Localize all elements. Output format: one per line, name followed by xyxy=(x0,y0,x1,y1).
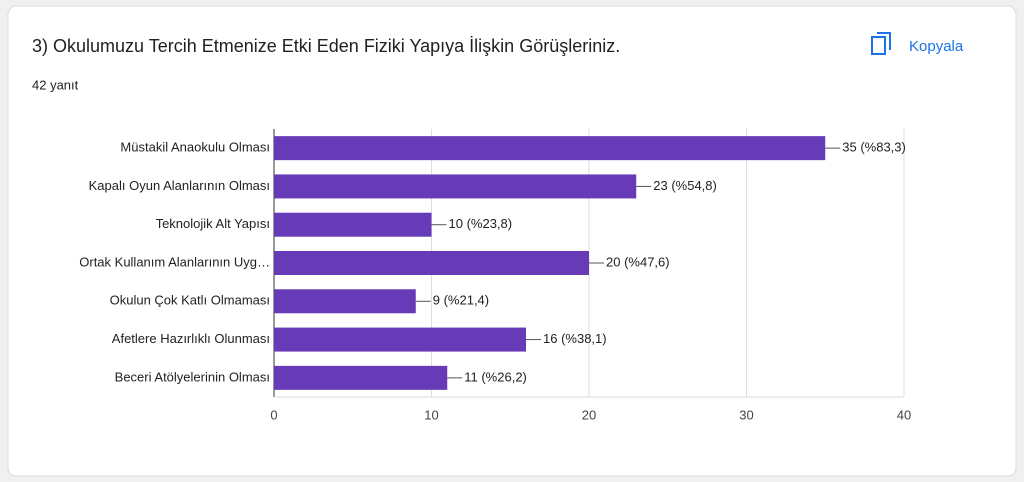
y-tick-label: Teknolojik Alt Yapısı xyxy=(156,216,270,231)
x-tick-label: 10 xyxy=(424,407,438,422)
y-tick-label: Okulun Çok Katlı Olmaması xyxy=(110,293,270,308)
bar xyxy=(274,327,526,352)
y-tick-label: Müstakil Anaokulu Olması xyxy=(120,140,270,155)
y-tick-label: Beceri Atölyelerinin Olması xyxy=(115,369,270,384)
value-label: 10 (%23,8) xyxy=(449,216,513,231)
bar xyxy=(274,289,416,314)
value-label: 23 (%54,8) xyxy=(653,178,717,193)
chart-title: 3) Okulumuzu Tercih Etmenize Etki Eden F… xyxy=(32,36,620,56)
y-tick-label: Kapalı Oyun Alanlarının Olması xyxy=(89,178,270,193)
bar xyxy=(274,174,637,199)
x-tick-label: 20 xyxy=(582,407,596,422)
card xyxy=(7,5,1017,477)
copy-icon xyxy=(877,32,891,50)
value-label: 16 (%38,1) xyxy=(543,331,607,346)
value-label: 35 (%83,3) xyxy=(842,140,906,155)
y-tick-label: Ortak Kullanım Alanlarının Uyg… xyxy=(79,254,270,269)
copy-icon xyxy=(871,36,886,55)
value-label: 20 (%47,6) xyxy=(606,254,670,269)
x-tick-label: 40 xyxy=(897,407,911,422)
bar xyxy=(274,136,826,161)
bar xyxy=(274,212,432,237)
copy-label[interactable]: Kopyala xyxy=(909,38,964,55)
x-tick-label: 30 xyxy=(739,407,753,422)
value-label: 11 (%26,2) xyxy=(464,369,527,384)
copy-button[interactable]: Kopyala xyxy=(871,32,964,55)
bar xyxy=(274,251,589,275)
chart-subtitle: 42 yanıt xyxy=(32,77,79,92)
bar xyxy=(274,365,448,390)
y-tick-label: Afetlere Hazırlıklı Olunması xyxy=(112,331,270,346)
value-label: 9 (%21,4) xyxy=(433,293,489,308)
x-tick-label: 0 xyxy=(270,407,277,422)
